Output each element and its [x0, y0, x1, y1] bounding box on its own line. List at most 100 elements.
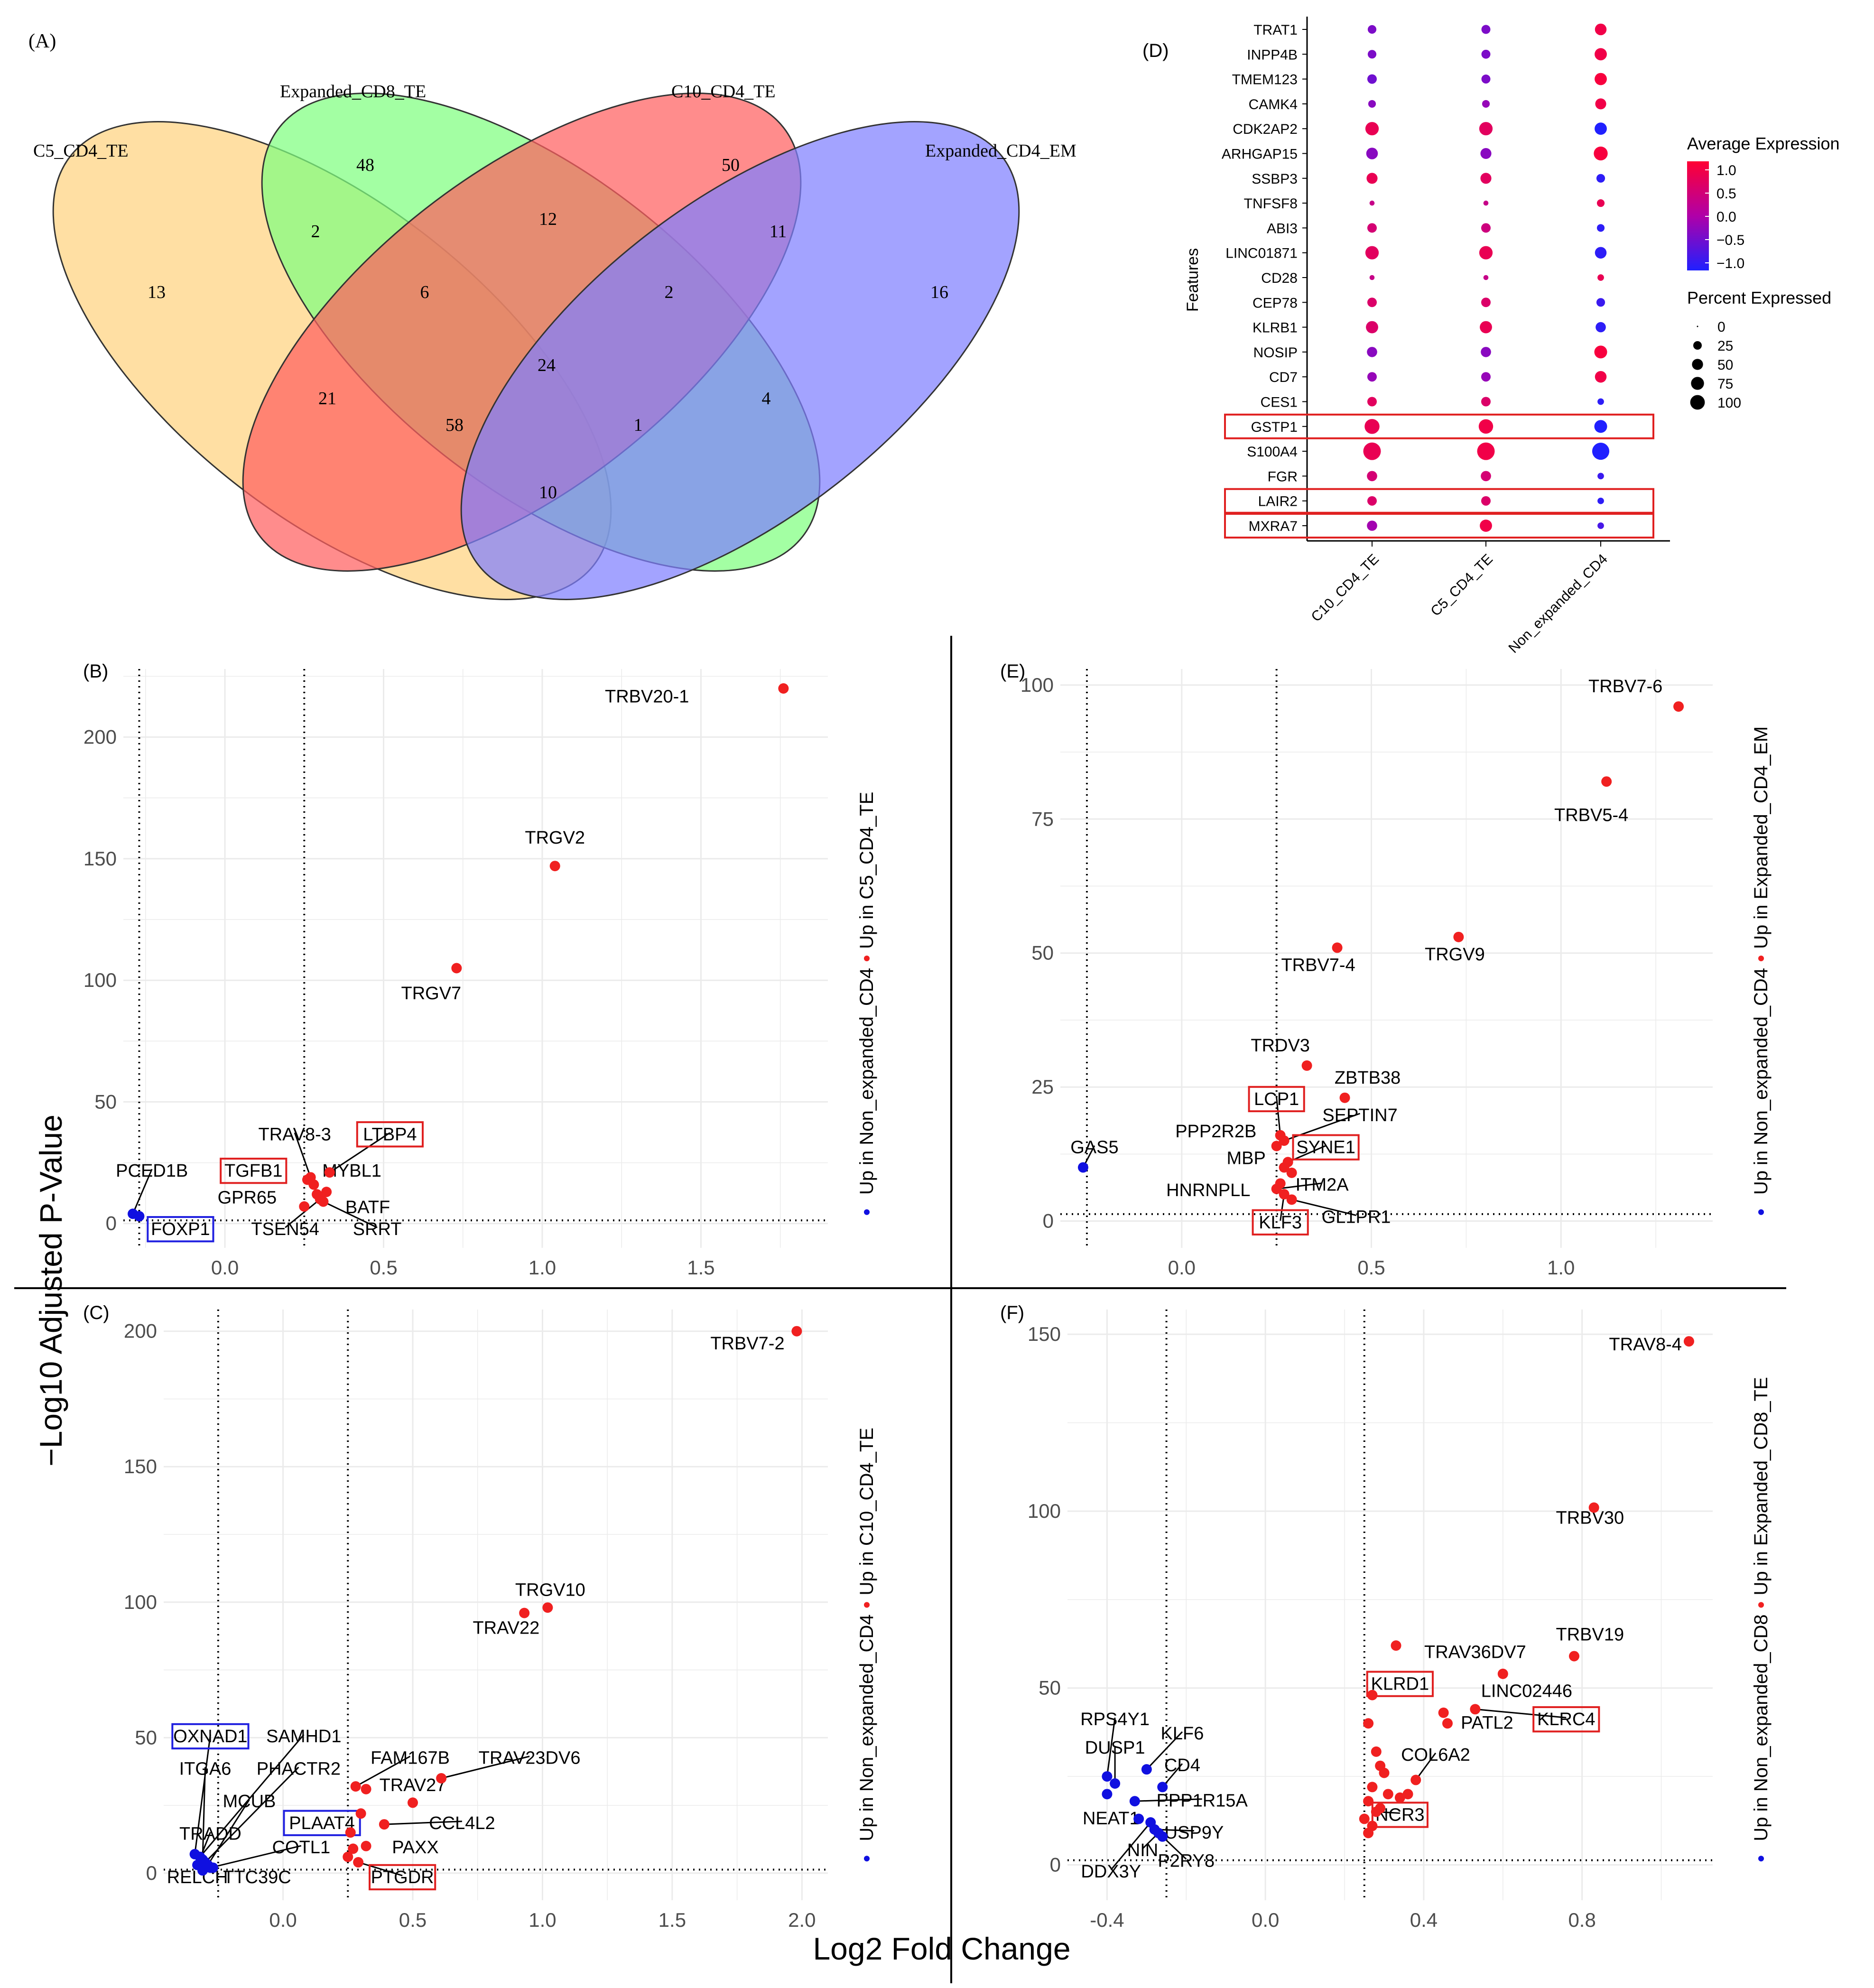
dot-mark	[1596, 224, 1605, 232]
gene-point	[324, 1167, 335, 1178]
y-tick-label: 0	[106, 1212, 117, 1235]
dot-mark	[1596, 298, 1605, 307]
gene-point	[1129, 1796, 1140, 1807]
gene-label: TRGV7	[401, 984, 461, 1003]
dot-mark	[1366, 148, 1378, 159]
x-tick-label: 0.8	[1568, 1909, 1596, 1931]
gene-label: TRAV23DV6	[479, 1748, 581, 1768]
leader-line	[1276, 1182, 1322, 1190]
gene-point	[451, 963, 462, 974]
dot-mark	[1594, 345, 1607, 359]
leader-line	[207, 1799, 250, 1866]
x-tick-label: 0.0	[211, 1256, 239, 1279]
feature-label: INPP4B	[1247, 47, 1298, 63]
x-tick-label: 0.5	[399, 1909, 427, 1931]
volcano-panels: (B) 0.0 0.5 1.0 1.5 0 50 100 150 200 TRBV20-1 TRGV2…	[83, 661, 1772, 1931]
dot-mark	[1364, 419, 1380, 434]
gene-label: TRBV5-4	[1554, 805, 1628, 825]
feature-label: CD7	[1269, 370, 1298, 385]
leader-line	[1291, 1198, 1356, 1216]
gene-point	[308, 1179, 319, 1190]
dot-mark	[1594, 146, 1608, 161]
venn-set-label-cd4em: Expanded_CD4_EM	[925, 141, 1076, 161]
dot-mark	[1480, 148, 1492, 159]
dot-mark	[1479, 122, 1493, 136]
gene-point	[1588, 1502, 1599, 1513]
gene-label: OXNAD1	[173, 1727, 247, 1746]
gene-point	[1410, 1774, 1421, 1785]
dot-mark	[1481, 347, 1491, 357]
y-tick-label: 150	[83, 847, 117, 870]
dot-mark	[1597, 274, 1604, 281]
gene-highlight-box	[1252, 1209, 1309, 1236]
dotplot-highlight-boxes	[1224, 413, 1654, 539]
leader-line	[132, 1169, 153, 1214]
gene-label: TRAV36DV7	[1424, 1643, 1526, 1663]
feature-label: CES1	[1261, 395, 1298, 410]
dot-mark	[1483, 200, 1489, 206]
grid	[1067, 1310, 1713, 1900]
y-tick-label: 50	[135, 1726, 157, 1748]
legend-avg-expression-title: Average Expression	[1687, 134, 1840, 153]
gene-point	[355, 1808, 366, 1819]
leader-line	[194, 1734, 211, 1855]
leader-line	[210, 1845, 302, 1868]
gene-label: GPR65	[218, 1188, 277, 1208]
gene-label: SYNE1	[1296, 1138, 1355, 1158]
x-tick-label: 1.5	[687, 1256, 714, 1279]
gene-point	[1470, 1704, 1481, 1715]
gene-label: PPP2R2B	[1175, 1122, 1256, 1142]
gene-label: TRBV7-4	[1281, 956, 1355, 975]
gene-label: SRRT	[353, 1219, 402, 1239]
gene-point	[1683, 1336, 1694, 1347]
global-xlabel: Log2 Fold Change	[813, 1931, 1070, 1966]
legend-down-dot	[1758, 1209, 1764, 1215]
legend-color-tick: 1.0	[1716, 163, 1736, 178]
leader-line	[355, 1756, 411, 1787]
dot-mark	[1367, 74, 1377, 84]
gene-point	[1157, 1831, 1168, 1842]
leader-line	[1415, 1752, 1437, 1781]
gene-point	[345, 1827, 356, 1838]
x-tick-label: 0.0	[1252, 1909, 1279, 1931]
gene-point	[318, 1196, 329, 1207]
gene-point	[1367, 1690, 1378, 1700]
panel-label: (C)	[83, 1302, 110, 1323]
points	[128, 683, 789, 1222]
gene-label: GL1PR1	[1322, 1208, 1391, 1227]
gene-label: MBP	[1227, 1148, 1266, 1168]
gene-point	[197, 1865, 208, 1876]
gene-point	[1402, 1789, 1413, 1800]
x-tick-label: 1.0	[529, 1909, 556, 1931]
direction-legend: Up in Non_expanded_CD8 Up in Expanded_CD8…	[1751, 1377, 1772, 1862]
volcano-panel: (E) 0.0 0.5 1.0 0 25 50 75 100 TRBV7-6 TRBV5-4 TRGV…	[1000, 661, 1772, 1279]
gene-point	[1438, 1707, 1449, 1718]
dot-mark	[1481, 49, 1491, 59]
y-tick-label: 50	[1031, 942, 1054, 964]
gene-label: TRDV3	[1251, 1036, 1310, 1056]
leader-line	[1110, 1822, 1151, 1870]
x-tick-label: 0.0	[1168, 1256, 1196, 1279]
dotplot-ylabel: Features	[1184, 248, 1202, 312]
gene-point	[549, 861, 560, 872]
gene-point	[350, 1781, 361, 1792]
gene-label: COTL1	[272, 1838, 330, 1858]
gene-label: NIN	[1127, 1840, 1158, 1860]
legend-size-dot	[1692, 359, 1703, 370]
gene-point	[791, 1326, 802, 1337]
gene-point	[299, 1201, 310, 1212]
feature-label: TRAT1	[1253, 22, 1298, 38]
legend-size-tick: 25	[1717, 338, 1733, 354]
leader-line	[1162, 1836, 1187, 1860]
dot-mark	[1596, 174, 1605, 183]
leader-line	[1284, 1113, 1361, 1142]
grid	[123, 669, 828, 1248]
gene-point	[1375, 1803, 1386, 1814]
legend-size-dot	[1690, 395, 1705, 410]
legend-size-dot	[1697, 325, 1698, 327]
direction-legend: Up in Non_expanded_CD4 Up in Expanded_CD4…	[1751, 726, 1772, 1215]
gene-label: USP9Y	[1165, 1823, 1224, 1843]
leader-line	[441, 1756, 530, 1779]
dot-mark	[1595, 98, 1606, 110]
